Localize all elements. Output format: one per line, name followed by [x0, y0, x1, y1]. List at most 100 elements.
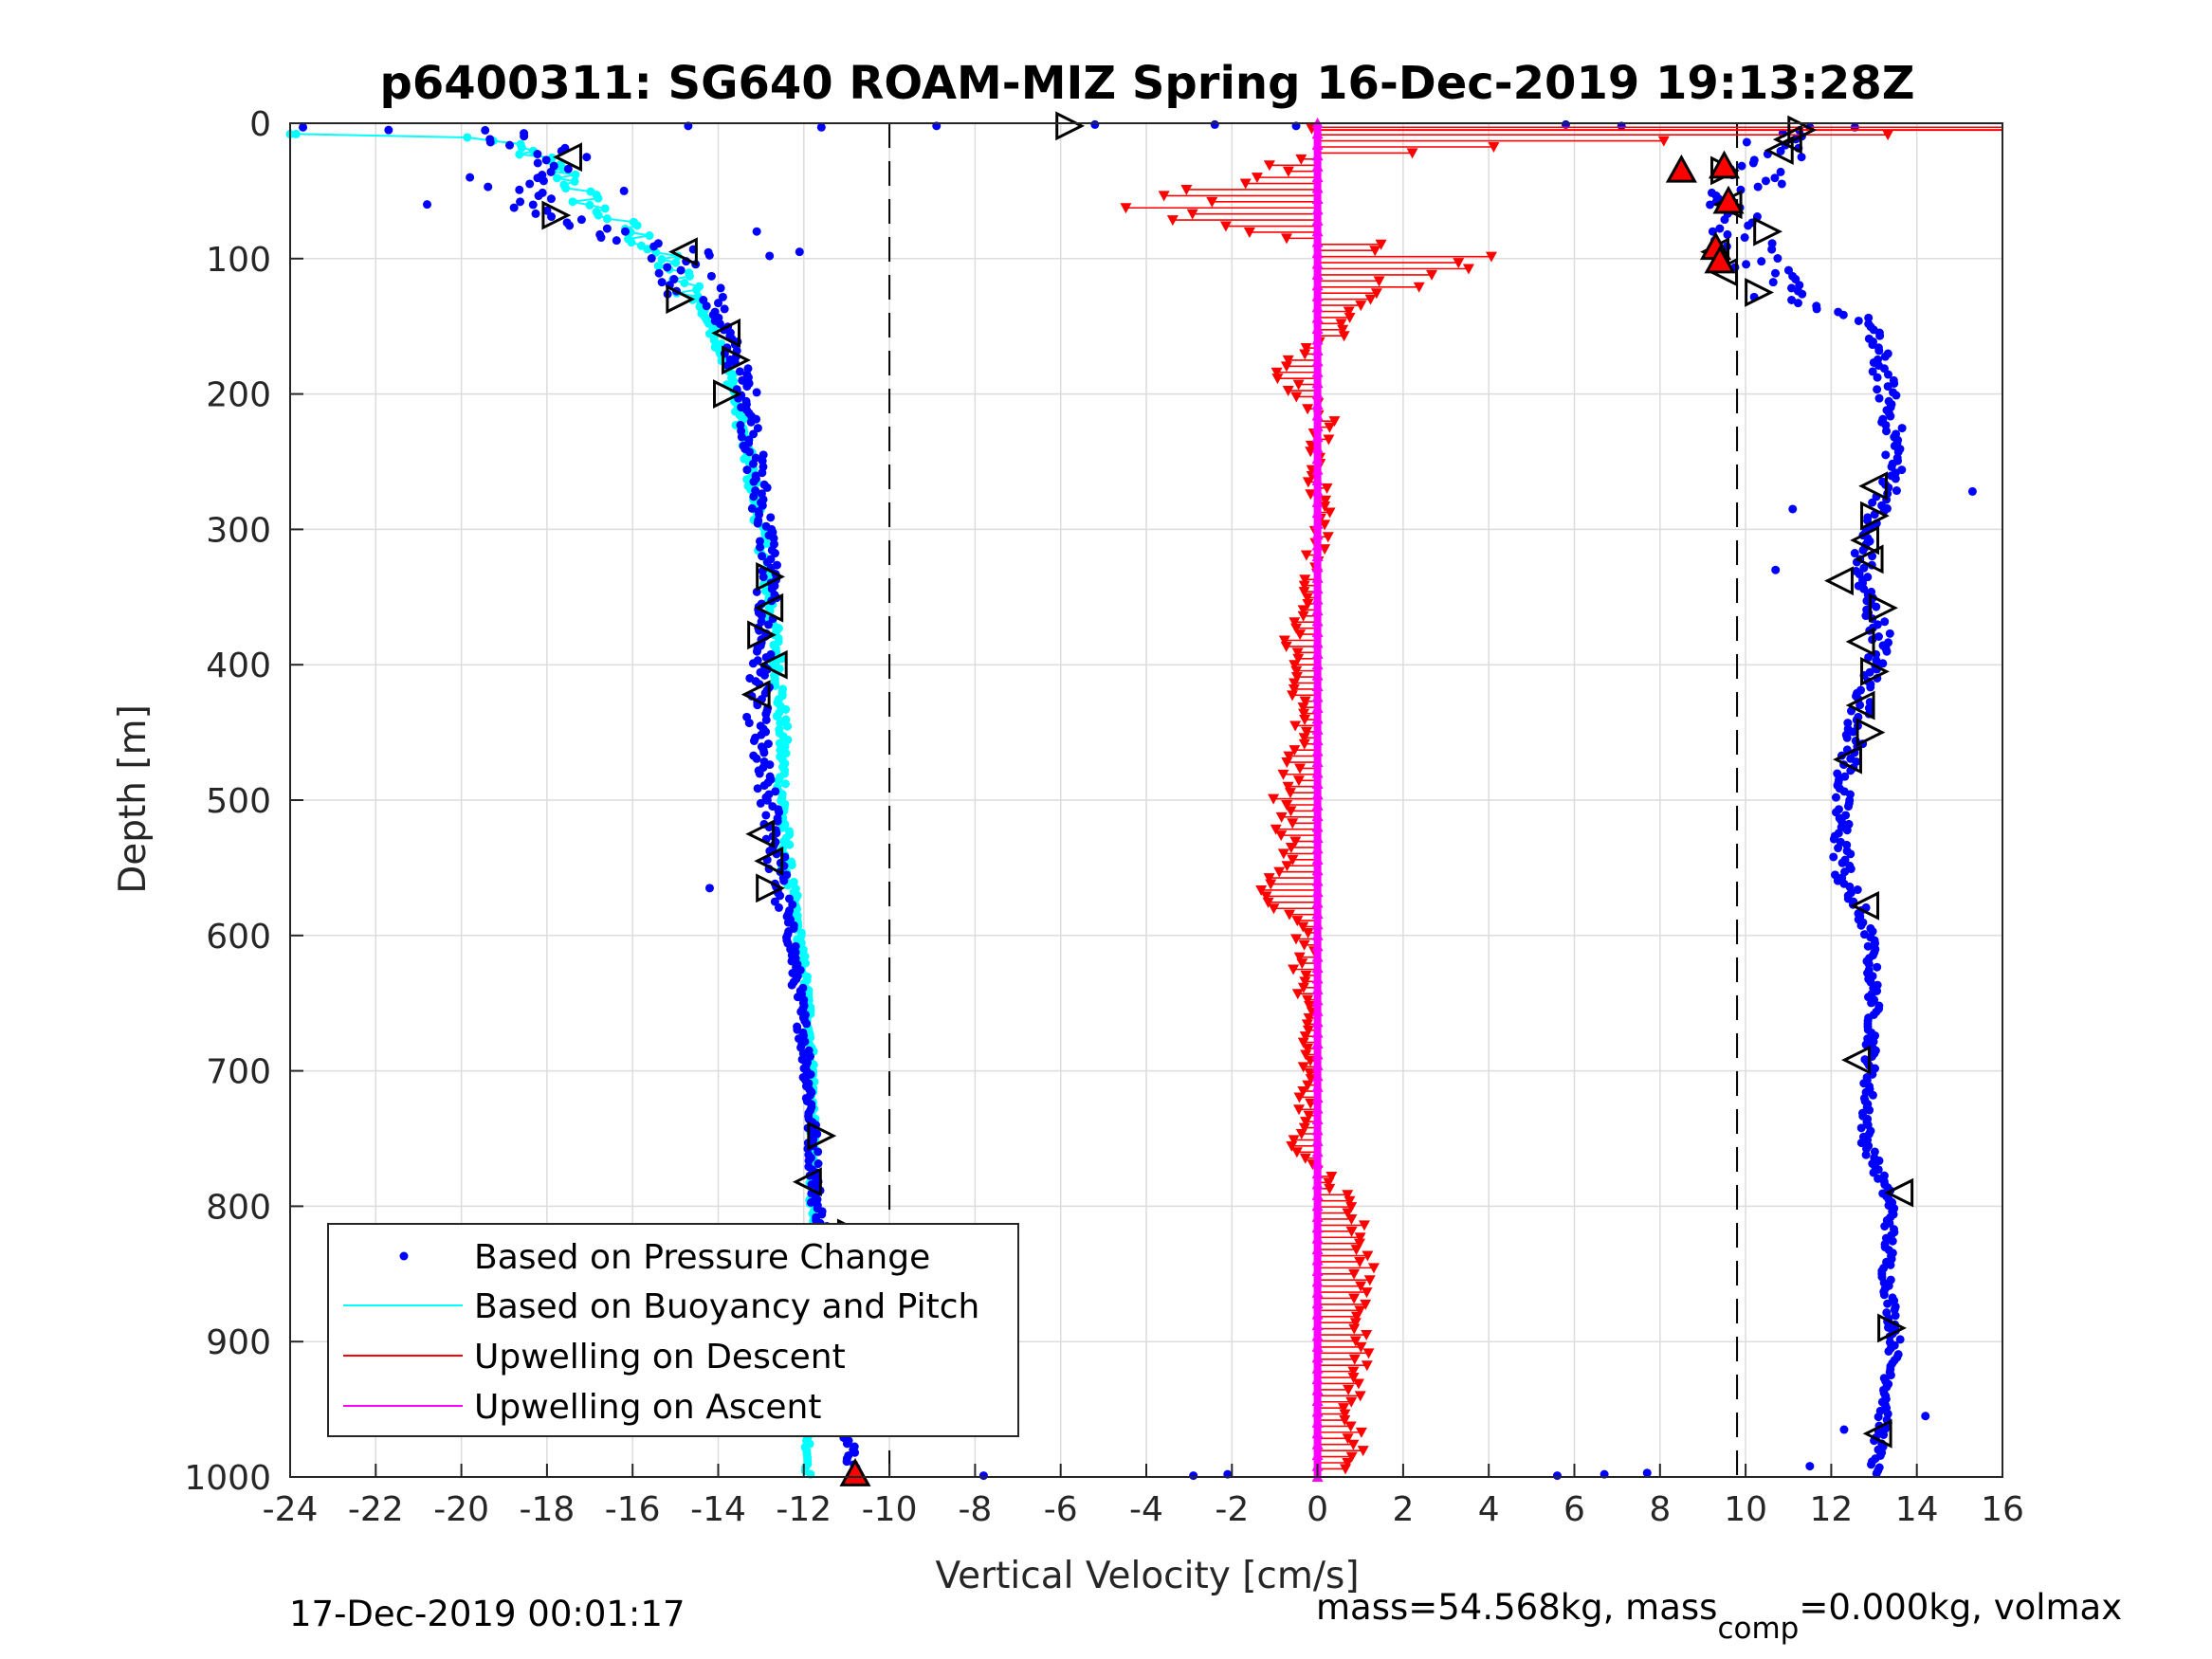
upwelling-descent-marker [1281, 233, 1293, 245]
upwelling-descent-marker [1348, 1268, 1361, 1280]
upwelling-descent-marker [1297, 1062, 1309, 1073]
upwelling-descent-marker [1302, 598, 1314, 610]
upwelling-descent-marker [1284, 788, 1296, 799]
upwelling-descent-marker [1342, 1433, 1354, 1445]
upwelling-ascent-marker [1311, 236, 1324, 247]
pressure-outlier-point [704, 884, 714, 893]
pressure-point-descent [756, 542, 765, 552]
pressure-point-ascent [1868, 498, 1877, 507]
upwelling-ascent-marker [1311, 865, 1324, 876]
pressure-point-descent [850, 1448, 860, 1457]
upwelling-descent-marker [1299, 715, 1311, 726]
pressure-point-ascent [1886, 1371, 1895, 1380]
upwelling-descent-marker [1355, 1341, 1367, 1353]
pressure-outlier-point [978, 1471, 988, 1481]
pressure-point-descent [749, 736, 759, 745]
upwelling-descent-marker [1292, 653, 1305, 665]
upwelling-ascent-marker [1311, 204, 1324, 215]
upwelling-ascent-marker [1311, 907, 1324, 919]
x-tick-label: -8 [958, 1490, 992, 1529]
upwelling-descent-marker [1348, 1354, 1361, 1365]
upwelling-descent-marker [1299, 976, 1311, 988]
pressure-point-descent [748, 459, 758, 468]
upwelling-descent-marker [1298, 1122, 1310, 1134]
upwelling-descent-marker [1278, 635, 1290, 647]
pressure-point-ascent [1850, 549, 1859, 558]
upwelling-descent-marker [1300, 726, 1312, 738]
upwelling-ascent-marker [1311, 388, 1324, 399]
pressure-point-descent [515, 185, 524, 194]
upwelling-descent-marker [1302, 927, 1314, 939]
pressure-point-descent [779, 876, 789, 885]
pressure-outlier-point [1090, 119, 1100, 129]
upwelling-ascent-marker [1311, 1189, 1324, 1200]
pressure-point-descent [749, 429, 759, 439]
black-triangle-marker [1858, 471, 1889, 501]
upwelling-ascent-marker [1311, 789, 1324, 800]
pressure-point-ascent [1829, 834, 1838, 844]
upwelling-descent-marker [1305, 489, 1317, 501]
buoyancy-point [600, 204, 610, 213]
buoyancy-point [568, 197, 577, 207]
buoyancy-point [742, 475, 752, 484]
upwelling-ascent-marker [1311, 172, 1324, 183]
black-triangle-marker [1833, 744, 1862, 775]
upwelling-ascent-marker [1311, 150, 1324, 161]
pressure-point-descent [547, 212, 557, 222]
upwelling-descent-marker [1338, 1403, 1350, 1414]
upwelling-descent-marker [1281, 861, 1293, 872]
upwelling-descent-marker [1349, 1318, 1362, 1329]
upwelling-descent-marker [1299, 1153, 1311, 1164]
pressure-point-ascent [1880, 617, 1890, 627]
upwelling-descent-marker [1304, 1001, 1316, 1012]
upwelling-ascent-marker [1311, 767, 1324, 778]
buoyancy-point [787, 861, 796, 870]
pressure-point-ascent [1846, 849, 1856, 859]
legend-box [327, 1223, 1019, 1437]
buoyancy-point [291, 129, 301, 138]
pressure-outlier-point [384, 125, 393, 135]
pressure-point-ascent [1793, 299, 1802, 308]
upwelling-ascent-marker [1311, 940, 1324, 952]
pressure-outlier-point [765, 251, 775, 261]
upwelling-descent-marker [1375, 239, 1387, 250]
upwelling-descent-marker [1290, 623, 1303, 634]
pressure-point-ascent [1864, 313, 1874, 322]
upwelling-descent-marker [1298, 708, 1310, 720]
upwelling-descent-marker [1354, 1256, 1366, 1267]
buoyancy-point [776, 719, 785, 728]
upwelling-descent-marker [1288, 964, 1300, 975]
upwelling-ascent-marker [1311, 1395, 1324, 1407]
upwelling-descent-marker [1323, 434, 1335, 446]
upwelling-ascent-marker [1311, 344, 1324, 356]
pressure-point-ascent [1874, 1413, 1883, 1422]
pressure-point-descent [747, 503, 757, 513]
upwelling-descent-marker [1299, 574, 1311, 586]
pressure-point-ascent [1740, 233, 1749, 243]
y-tick-label: 900 [206, 1323, 271, 1362]
upwelling-descent-marker [1354, 1305, 1366, 1317]
pressure-point-descent [776, 891, 785, 901]
legend-label-buoyancy: Based on Buoyancy and Pitch [474, 1287, 979, 1326]
pressure-point-ascent [1854, 316, 1863, 325]
buoyancy-point [729, 376, 739, 386]
upwelling-descent-marker [1342, 1458, 1354, 1469]
pressure-outlier-point [1552, 1471, 1562, 1481]
black-triangle-marker [1055, 111, 1086, 141]
pressure-point-ascent [1883, 382, 1892, 392]
upwelling-descent-marker [1343, 306, 1355, 318]
x-tick-label: -16 [605, 1490, 661, 1529]
pressure-point-ascent [1856, 701, 1865, 710]
upwelling-ascent-marker [1311, 214, 1324, 226]
upwelling-descent-marker [1288, 684, 1300, 695]
pressure-outlier-point [1967, 486, 1977, 496]
upwelling-ascent-marker [1311, 1092, 1324, 1103]
upwelling-ascent-marker [1311, 593, 1324, 605]
upwelling-descent-marker [1290, 1147, 1303, 1158]
pressure-point-ascent [1737, 161, 1746, 171]
upwelling-descent-marker [1166, 215, 1179, 227]
pressure-outlier-point [1805, 1462, 1815, 1471]
upwelling-ascent-marker [1311, 507, 1324, 519]
upwelling-descent-marker [1297, 605, 1309, 616]
